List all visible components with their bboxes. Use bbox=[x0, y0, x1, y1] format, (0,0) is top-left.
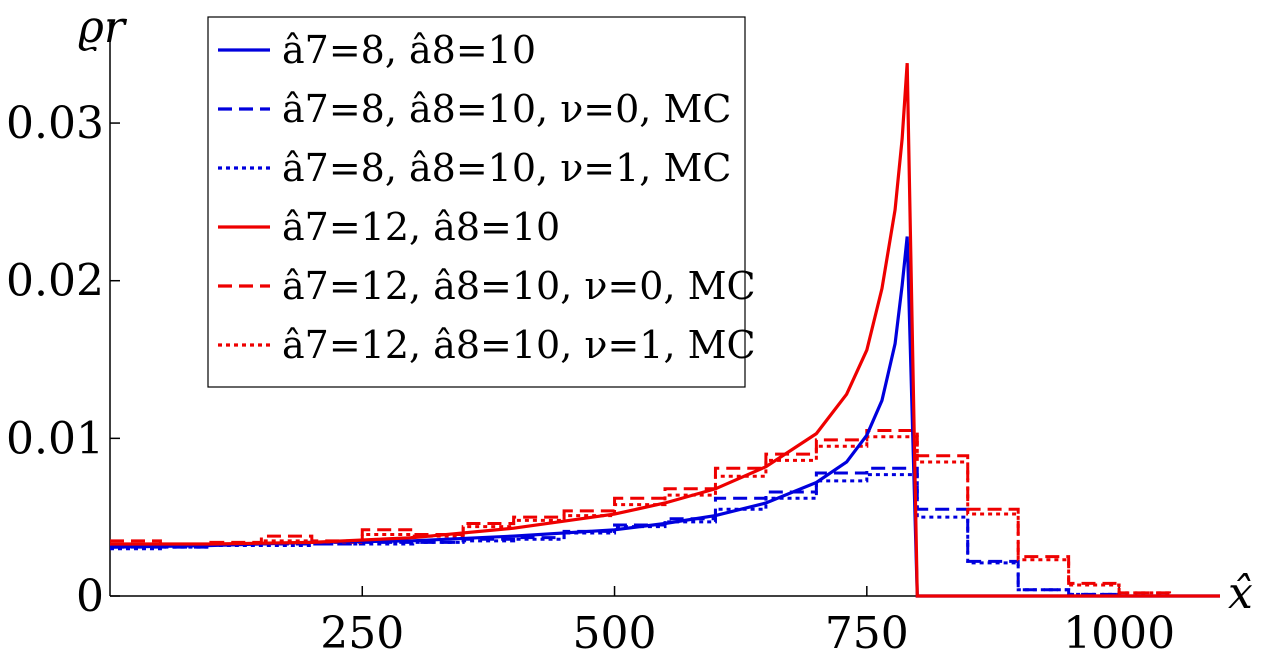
series-line-1 bbox=[109, 236, 1220, 598]
x-tick-label: 1000 bbox=[1063, 608, 1175, 654]
x-tick-label: 250 bbox=[320, 608, 404, 654]
y-tick-label: 0.02 bbox=[6, 256, 104, 307]
y-tick-label: 0.03 bbox=[6, 98, 104, 149]
y-tick-label: 0.01 bbox=[6, 413, 104, 464]
legend-label-6: â7=12, â8=10, ν=1, MC bbox=[282, 323, 756, 367]
legend-label-3: â7=8, â8=10, ν=1, MC bbox=[282, 146, 731, 190]
series-line-4 bbox=[110, 63, 1220, 598]
y-axis-label: ϱr bbox=[78, 2, 128, 53]
series-line-5 bbox=[110, 428, 1220, 598]
legend-label-4: â7=12, â8=10 bbox=[282, 205, 560, 249]
series-line-6 bbox=[110, 435, 1220, 598]
legend: â7=8, â8=10 â7=8, â8=10, ν=0, MC â7=8, â8=… bbox=[207, 16, 756, 388]
x-tick-label: 500 bbox=[573, 608, 657, 654]
x-axis-label: x̂ bbox=[1228, 568, 1253, 619]
legend-box bbox=[207, 16, 746, 388]
legend-label-5: â7=12, â8=10, ν=0, MC bbox=[282, 264, 756, 308]
legend-label-2: â7=8, â8=10, ν=0, MC bbox=[282, 87, 731, 131]
y-tick-label: 0 bbox=[76, 571, 104, 622]
x-tick-label: 750 bbox=[825, 608, 909, 654]
legend-label-1: â7=8, â8=10 bbox=[282, 28, 536, 72]
